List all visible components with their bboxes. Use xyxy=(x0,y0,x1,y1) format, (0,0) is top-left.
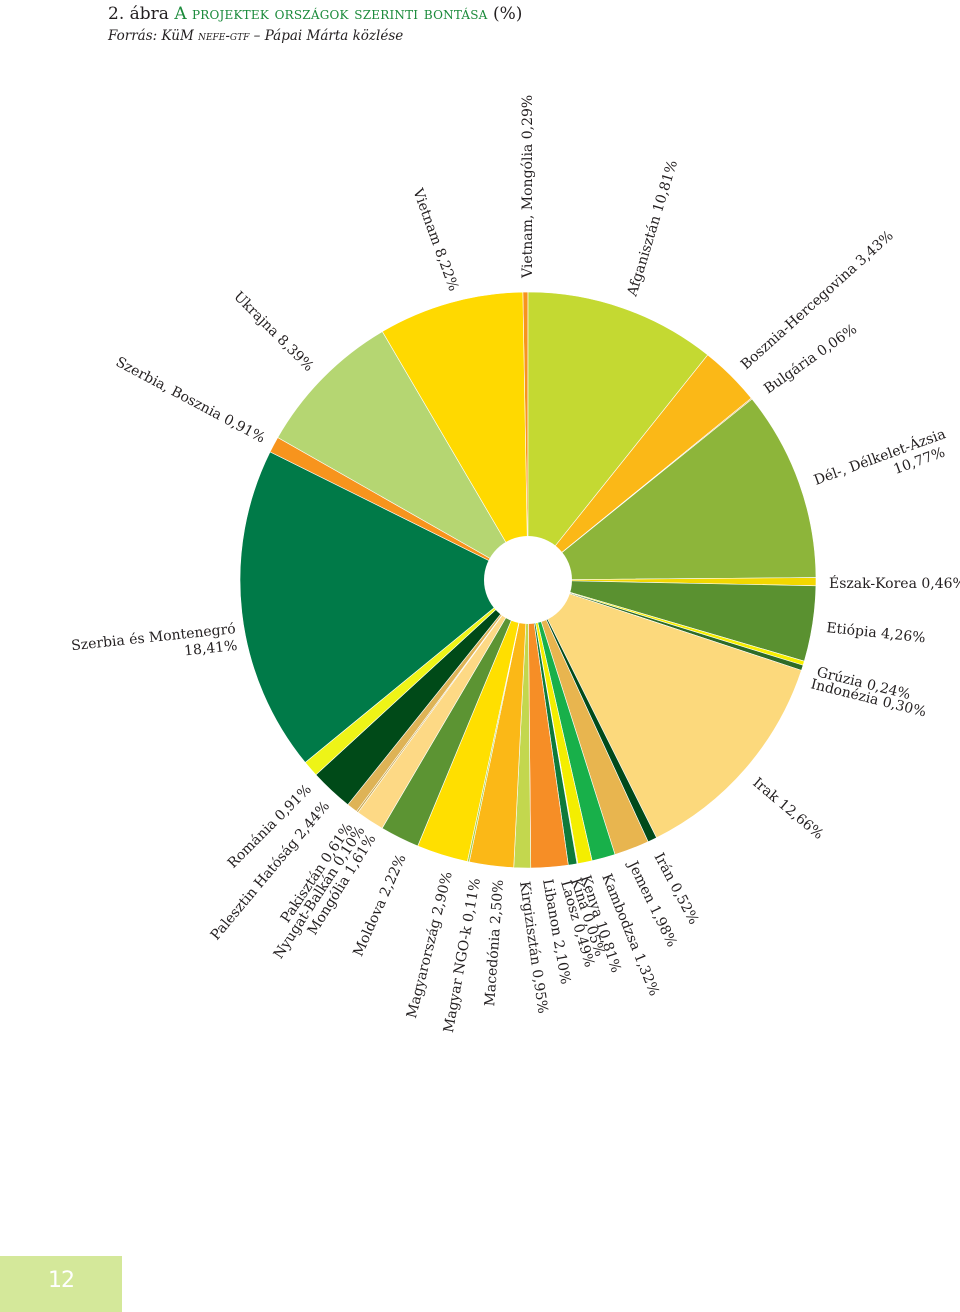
figure-unit: (%) xyxy=(492,4,523,24)
pie-slice-1 xyxy=(527,291,709,581)
figure-number: 2. ábra xyxy=(108,4,169,24)
source-org: nefe-gtf xyxy=(198,28,250,44)
label-etiopia: Etiópia 4,26% xyxy=(826,620,927,646)
label-szerbia-bosznia: Szerbia, Bosznia 0,91% xyxy=(113,354,268,446)
pie-slice-4 xyxy=(527,398,817,581)
label-vietnam: Vietnam 8,22% xyxy=(409,186,461,294)
page-number: 12 xyxy=(48,1268,75,1293)
pie-slice-9 xyxy=(527,579,802,839)
pie-slice-29 xyxy=(277,331,529,581)
figure-title-lead: A xyxy=(174,4,187,24)
label-ukrajna: Ukrajna 8,39% xyxy=(230,289,316,375)
pie-slice-27 xyxy=(239,451,529,763)
label-vietnam-mongolia: Vietnam, Mongólia 0,29% xyxy=(520,95,536,279)
source-suffix: – Pápai Márta közlése xyxy=(253,28,404,44)
pie-slices xyxy=(239,291,817,869)
donut-hole xyxy=(484,536,572,624)
figure-caption: 2. ábra A projektek országok szerinti bo… xyxy=(108,4,948,24)
page-number-box xyxy=(0,1256,122,1312)
figure-title: projektek országok szerinti bontása xyxy=(192,4,488,24)
label-szerbia-montenegro: Szerbia és Montenegró18,41% xyxy=(70,621,238,671)
label-afganisztan: Afganisztán 10,81% xyxy=(624,158,681,299)
label-macedonia: Macedónia 2,50% xyxy=(482,879,507,1007)
label-irak: Irak 12,66% xyxy=(749,775,826,843)
label-eszak-korea: Észak-Korea 0,46% xyxy=(829,574,960,592)
label-del-delkelet-azsia: Dél-, Délkelet-Ázsia10,77% xyxy=(811,424,954,504)
pie-slice-30 xyxy=(381,291,529,582)
figure-source: Forrás: KüM nefe-gtf – Pápai Márta közlé… xyxy=(108,28,948,44)
source-prefix: Forrás: KüM xyxy=(108,28,194,44)
